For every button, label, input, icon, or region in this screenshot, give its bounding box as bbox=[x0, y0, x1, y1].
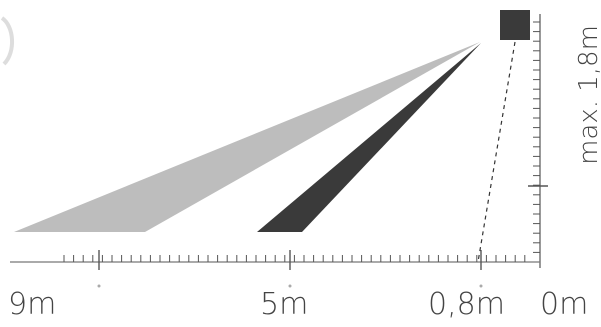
distance-label-9m: 9m bbox=[8, 287, 57, 322]
arc-decoration bbox=[0, 16, 14, 66]
dark-detection-beam bbox=[257, 43, 481, 232]
marker-dot-9m bbox=[97, 284, 101, 288]
distance-label-0-8m: 0,8m bbox=[428, 287, 505, 322]
light-detection-beam bbox=[14, 42, 480, 232]
marker-dot-08m bbox=[479, 284, 483, 288]
sensor-icon bbox=[500, 10, 530, 40]
distance-label-0m: 0m bbox=[540, 287, 589, 322]
distance-label-5m: 5m bbox=[260, 287, 309, 322]
sensor-dashed-line bbox=[477, 41, 516, 263]
marker-dot-5m bbox=[288, 284, 292, 288]
horizontal-ruler-ticks bbox=[63, 250, 526, 270]
vertical-ruler-ticks bbox=[528, 21, 548, 263]
max-height-label: max. 1,8m bbox=[574, 25, 601, 165]
